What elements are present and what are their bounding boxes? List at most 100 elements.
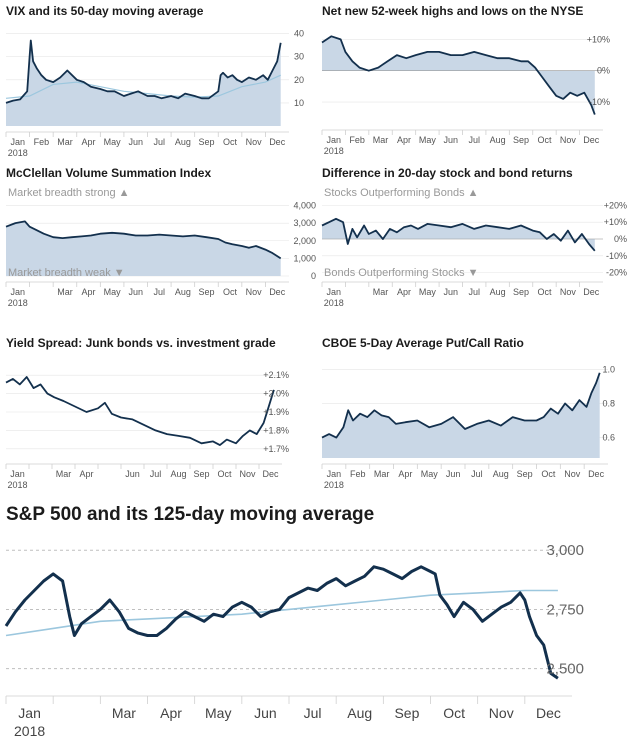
chart-vix-plot: 10 20 30 40 Jan Feb Mar Apr May Jun Jul Aug Sep Oct No…: [5, 29, 304, 158]
x-tick-label: Mar: [57, 287, 73, 297]
series-area: [322, 372, 600, 458]
x-tick-label: Sep: [513, 287, 529, 297]
x-tick-label: Sep: [198, 287, 214, 297]
x-tick-label: Oct: [537, 135, 552, 145]
y-tick-label: 0.8: [602, 398, 615, 408]
y-tick-label: +1.7%: [263, 444, 289, 454]
series-area: [6, 40, 281, 126]
x-tick-label: Aug: [493, 469, 509, 479]
chart-vix: VIX and its 50-day moving average 10 20 30…: [5, 4, 321, 158]
series-line: [5, 220, 282, 260]
chart-highs-lows-plot: +10% 0% -10% Jan Feb Mar Apr May Jun Jul Aug Sep Oct…: [321, 34, 610, 156]
year-label: 2018: [324, 298, 344, 308]
series-area: [6, 221, 281, 276]
x-tick-label: Apr: [160, 705, 182, 721]
x-tick-label: Sep: [193, 469, 209, 479]
x-tick-label: Mar: [373, 287, 389, 297]
chart-put-call: CBOE 5-Day Average Put/Call Ratio 1.0 0.8…: [321, 336, 640, 490]
chart-mcclellan: McClellan Volume Summation Index 4,000 3,…: [5, 166, 321, 316]
series-line: [321, 372, 601, 439]
annotation-top: Stocks Outperforming Bonds ▲: [324, 187, 479, 199]
series-area: [322, 218, 595, 251]
y-tick-label: 0: [311, 271, 316, 281]
x-tick-label: Aug: [175, 137, 191, 147]
x-tick-label: Jan: [326, 135, 341, 145]
series-line: [4, 565, 559, 680]
x-tick-label: Aug: [347, 705, 372, 721]
x-tick-label: Jan: [327, 469, 342, 479]
x-tick-label: May: [104, 137, 122, 147]
y-tick-label: +20%: [604, 200, 627, 210]
chart-sp500-title: S&P 500 and its 125-day moving average: [6, 504, 375, 525]
annotation-bottom: Market breadth weak ▼: [8, 267, 125, 279]
x-tick-label: Dec: [262, 469, 279, 479]
y-tick-label: -20%: [606, 268, 627, 278]
x-tick-label: Nov: [246, 287, 263, 297]
x-tick-label: Apr: [79, 469, 93, 479]
x-tick-label: Jul: [468, 287, 480, 297]
y-tick-label: 1,000: [293, 253, 316, 263]
y-tick-label: 2,500: [546, 661, 584, 678]
x-tick-label: May: [419, 287, 437, 297]
series-area: [322, 36, 595, 115]
x-tick-label: Dec: [269, 137, 286, 147]
year-label: 2018: [8, 298, 28, 308]
x-tick-label: Jun: [125, 469, 140, 479]
y-tick-label: -10%: [606, 251, 627, 261]
x-tick-label: Jul: [471, 469, 483, 479]
x-tick-label: Jul: [150, 469, 162, 479]
year-label: 2018: [7, 480, 27, 490]
x-tick-label: Dec: [588, 469, 605, 479]
y-tick-label: 30: [294, 52, 304, 62]
x-tick-label: May: [419, 135, 437, 145]
x-tick-label: Jul: [468, 135, 480, 145]
x-tick-label: Jun: [444, 287, 459, 297]
chart-stock-bond: Difference in 20-day stock and bond retu…: [321, 166, 640, 316]
chart-junk-spread: Yield Spread: Junk bonds vs. investment …: [5, 336, 321, 490]
x-tick-label: Aug: [175, 287, 191, 297]
y-tick-label: +1.9%: [263, 407, 289, 417]
chart-vix-title: VIX and its 50-day moving average: [6, 4, 204, 18]
annotation-top: Market breadth strong ▲: [8, 187, 130, 199]
y-tick-label: 2,000: [293, 236, 316, 246]
chart-stock-bond-plot: +20% +10% 0% -10% -20% Jan Mar Apr May Jun Jul Aug S…: [321, 187, 627, 308]
x-tick-label: Nov: [489, 705, 514, 721]
moving-average-line: [5, 74, 281, 99]
x-tick-label: Mar: [374, 469, 390, 479]
x-tick-label: Dec: [583, 135, 600, 145]
x-tick-label: Sep: [394, 705, 419, 721]
y-tick-label: 3,000: [546, 542, 584, 559]
x-tick-label: Oct: [443, 705, 465, 721]
moving-average-line: [5, 589, 558, 637]
x-tick-label: Apr: [398, 469, 412, 479]
x-tick-label: Aug: [490, 287, 506, 297]
y-tick-label: 1.0: [602, 364, 615, 374]
y-tick-label: 0.6: [602, 433, 615, 443]
y-tick-label: +10%: [587, 34, 610, 44]
x-tick-label: Sep: [198, 137, 214, 147]
year-label: 2018: [8, 148, 28, 158]
x-tick-label: Jul: [154, 137, 166, 147]
x-tick-label: Jan: [18, 705, 41, 721]
series-line: [321, 217, 596, 252]
x-tick-label: Mar: [56, 469, 72, 479]
x-tick-label: Apr: [82, 137, 96, 147]
x-tick-label: May: [104, 287, 122, 297]
chart-put-call-plot: 1.0 0.8 0.6 Jan Feb Mar Apr May Jun Jul Aug Sep Oct N…: [321, 364, 615, 490]
x-tick-label: Oct: [223, 137, 238, 147]
x-tick-label: Aug: [170, 469, 186, 479]
y-tick-label: 4,000: [293, 201, 316, 211]
y-tick-label: +10%: [604, 217, 627, 227]
x-tick-label: Nov: [239, 469, 256, 479]
y-tick-label: 10: [294, 98, 304, 108]
y-tick-label: +2.1%: [263, 370, 289, 380]
x-tick-label: Apr: [82, 287, 96, 297]
x-tick-label: Mar: [112, 705, 136, 721]
x-tick-label: Jan: [11, 137, 26, 147]
x-tick-label: Jul: [304, 705, 322, 721]
series-line: [5, 39, 282, 104]
y-tick-label: +1.8%: [263, 425, 289, 435]
x-tick-label: Jul: [154, 287, 166, 297]
year-label: 2018: [324, 480, 344, 490]
x-tick-label: Sep: [517, 469, 533, 479]
